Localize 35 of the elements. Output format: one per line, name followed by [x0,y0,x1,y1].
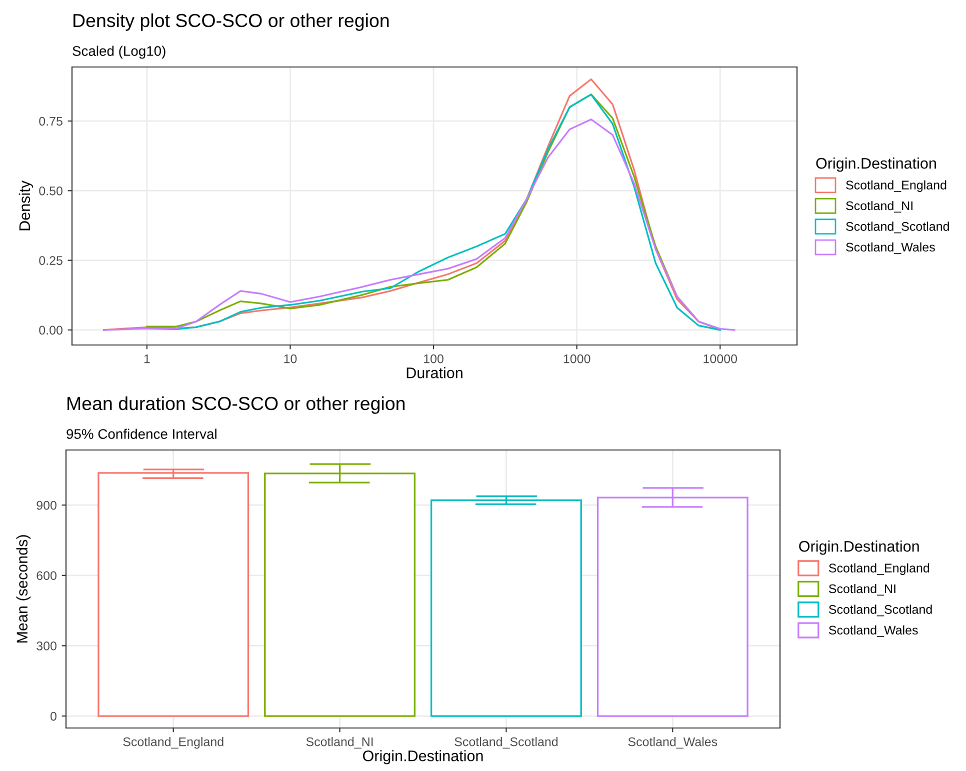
x-axis-title: Origin.Destination [363,750,483,764]
x-tick-label: 1000 [564,354,590,364]
y-axis-title: Density [18,180,34,230]
chart-subtitle: Scaled (Log10) [72,46,166,59]
y-axis-title: Mean (seconds) [16,535,31,643]
y-tick-label: 600 [36,571,56,580]
legend-label: Scotland_England [846,180,946,192]
legend-label: Scotland_NI [828,584,896,596]
y-tick-label: 0.75 [39,116,62,126]
chart-title: Mean duration SCO-SCO or other region [68,396,405,414]
legend-label: Scotland_NI [846,201,912,213]
y-tick-label: 0.00 [39,326,62,335]
y-tick-label: 0 [50,712,56,721]
legend-title: Origin.Destination [799,540,919,555]
x-tick-label: 1 [144,354,150,364]
x-tick-label: Scotland_Wales [628,737,718,749]
y-tick-label: 0.25 [39,256,62,265]
x-tick-label: Scotland_England [123,737,224,749]
legend-label: Scotland_Wales [846,242,935,254]
x-tick-label: 10 [284,354,297,364]
legend-label: Scotland_England [828,563,930,575]
x-axis-title: Duration [406,367,462,378]
legend-label: Scotland_Wales [828,625,918,637]
y-tick-label: 900 [36,500,56,510]
x-tick-label: 10000 [704,354,738,364]
y-tick-label: 0.50 [39,186,62,196]
chart-title: Density plot SCO-SCO or other region [74,13,389,31]
x-tick-label: Scotland_Scotland [454,737,558,749]
legend-label: Scotland_Scotland [846,222,949,234]
legend-title: Origin.Destination [816,158,936,172]
x-tick-label: 100 [424,354,444,364]
legend-label: Scotland_Scotland [828,604,932,616]
y-tick-label: 300 [36,642,56,650]
chart-subtitle: 95% Confidence Interval [66,428,216,439]
x-tick-label: Scotland_NI [306,737,373,749]
